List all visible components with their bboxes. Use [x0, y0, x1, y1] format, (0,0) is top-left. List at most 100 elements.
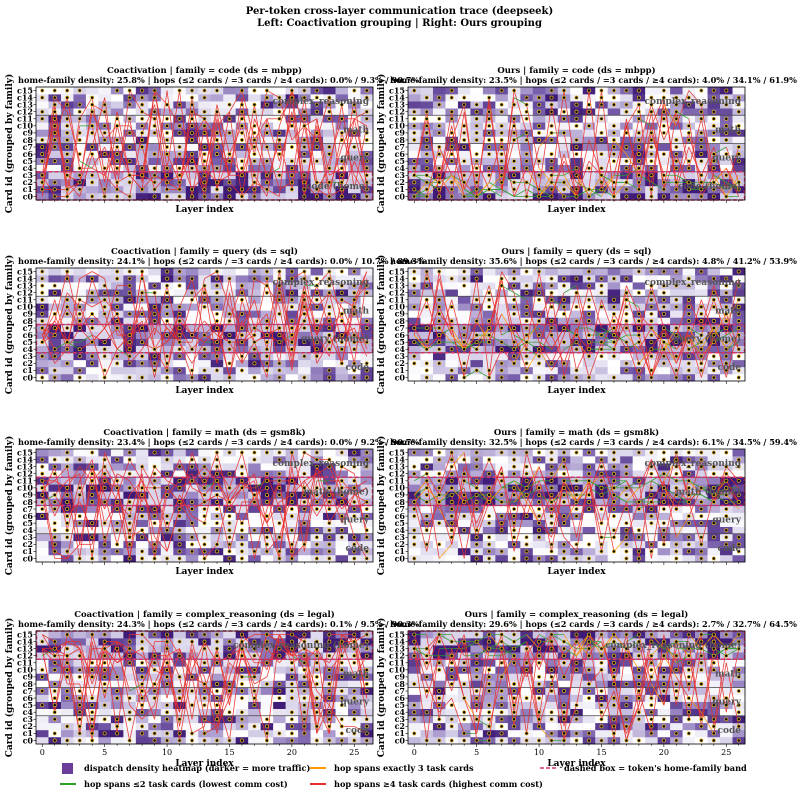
dispatch-dot: [474, 152, 479, 157]
hop-segment: [104, 285, 118, 329]
y-tick-label: c4: [395, 163, 406, 173]
hop-segment: [438, 146, 453, 176]
dispatch-dot: [65, 187, 70, 192]
heat-cell: [457, 317, 471, 325]
dispatch-dot: [587, 283, 591, 288]
dispatch-dot: [65, 173, 70, 178]
hop-segment: [266, 537, 280, 552]
dispatch-dot: [90, 297, 95, 302]
dispatch-dot: [524, 304, 529, 309]
y-tick-label: c8: [395, 135, 406, 145]
heat-cell: [545, 115, 559, 123]
hop-segment: [179, 313, 193, 336]
dispatch-dot: [364, 528, 369, 533]
heat-cell: [720, 108, 733, 116]
dispatch-dot: [115, 276, 120, 281]
dispatch-dot: [424, 130, 429, 135]
dispatch-dot: [65, 123, 70, 128]
dispatch-dot: [352, 450, 357, 455]
dispatch-dot: [289, 159, 294, 164]
hop-segment: [700, 153, 715, 190]
heat-cell: [48, 171, 62, 180]
dispatch-dot: [302, 145, 307, 149]
dispatch-dot: [52, 123, 57, 128]
dispatch-dot: [65, 276, 70, 281]
hop-segment: [254, 480, 268, 552]
heat-cell: [420, 317, 434, 325]
hop-segment: [66, 292, 80, 308]
heat-cell: [310, 512, 324, 520]
dispatch-dot: [289, 528, 294, 533]
dispatch-dot: [327, 542, 332, 547]
dispatch-dot: [339, 159, 344, 164]
dispatch-dot: [302, 194, 307, 199]
hop-segment: [538, 341, 552, 364]
dispatch-dot: [599, 166, 604, 171]
dispatch-dot: [302, 521, 307, 526]
heat-cell: [260, 373, 274, 382]
dispatch-dot: [424, 269, 429, 274]
hop-segment: [638, 111, 652, 176]
hop-segment: [266, 271, 280, 336]
dispatch-dot: [65, 269, 70, 274]
heat-cell: [85, 136, 99, 144]
hop-segment: [66, 118, 81, 190]
dispatch-dot: [152, 166, 157, 171]
dispatch-dot: [127, 556, 132, 561]
dispatch-dot: [252, 88, 257, 93]
hop-segment: [91, 111, 106, 141]
heat-cell: [482, 157, 496, 165]
heat-cell: [298, 547, 311, 556]
dispatch-dot: [165, 333, 170, 338]
dispatch-dot: [127, 485, 132, 490]
dispatch-dot: [636, 311, 641, 316]
dispatch-dot: [190, 507, 194, 511]
hop-segment: [700, 175, 715, 197]
dispatch-dot: [327, 549, 332, 554]
dispatch-dot: [562, 340, 566, 345]
hop-segment: [254, 278, 268, 287]
dispatch-dot: [412, 130, 417, 135]
dispatch-dot: [102, 549, 107, 554]
dispatch-dot: [289, 290, 294, 295]
dispatch-dot: [686, 297, 691, 302]
dispatch-dot: [524, 340, 529, 345]
dispatch-dot: [699, 145, 704, 149]
dispatch-dot: [711, 297, 716, 302]
dispatch-dot: [289, 276, 294, 281]
dispatch-dot: [524, 102, 529, 107]
dispatch-dot: [90, 535, 95, 540]
hop-segment: [713, 174, 727, 183]
dispatch-dot: [90, 95, 95, 100]
hop-segment: [341, 494, 355, 538]
dispatch-dot: [499, 326, 504, 330]
heat-cell: [420, 87, 434, 95]
heat-cell: [520, 87, 534, 95]
y-tick-label: c4: [23, 344, 34, 354]
hop-segment: [291, 452, 305, 496]
dispatch-dot: [611, 194, 616, 199]
dispatch-dot: [364, 173, 369, 178]
dispatch-dot: [449, 276, 454, 281]
dispatch-dot: [524, 152, 529, 157]
dispatch-dot: [190, 116, 194, 121]
hop-segment: [66, 97, 81, 169]
dispatch-dot: [524, 166, 529, 171]
hop-segment: [713, 146, 727, 155]
dispatch-dot: [115, 361, 120, 366]
heat-cell: [185, 352, 199, 361]
hop-segment: [104, 97, 118, 190]
heat-cell: [445, 359, 459, 368]
dispatch-dot: [537, 123, 542, 128]
hop-segment: [551, 104, 565, 176]
dispatch-dot: [462, 347, 467, 352]
dispatch-dot: [424, 283, 429, 288]
dispatch-dot: [52, 535, 57, 540]
hop-segment: [328, 487, 343, 524]
hop-segment: [513, 341, 527, 350]
dispatch-dot: [40, 471, 45, 476]
hop-segment: [41, 327, 56, 350]
dispatch-dot: [686, 326, 691, 330]
dispatch-dot: [202, 194, 207, 199]
dispatch-dot: [587, 166, 591, 171]
